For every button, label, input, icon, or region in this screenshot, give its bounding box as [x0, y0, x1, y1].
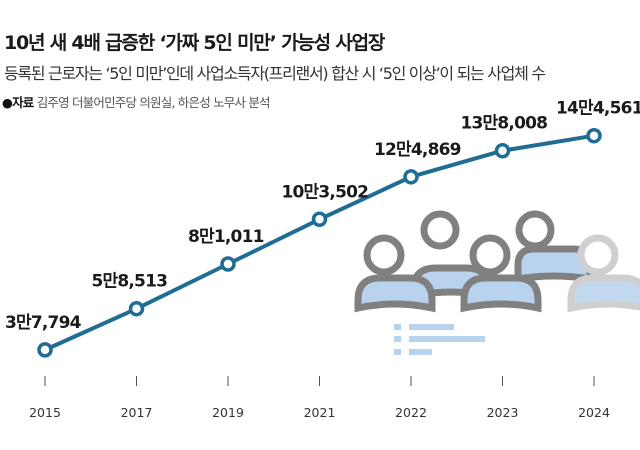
people-group-icon — [354, 210, 640, 355]
source-label: ●자료 — [2, 95, 34, 110]
person-icon — [354, 234, 436, 313]
x-tick-label: 2023 — [487, 405, 519, 420]
data-point — [128, 300, 145, 317]
data-point — [311, 211, 328, 228]
x-tick-label: 2015 — [29, 405, 61, 420]
data-point — [220, 256, 236, 272]
data-label: 3만7,794 — [5, 313, 82, 333]
series-line — [44, 133, 595, 352]
x-tick-label: 2024 — [578, 405, 610, 420]
data-point — [494, 142, 511, 159]
list-icon — [394, 324, 485, 355]
data-label: 14만4,561곳 — [556, 99, 640, 119]
x-tick-label: 2017 — [121, 405, 153, 420]
person-icon-faded — [567, 234, 640, 313]
x-tick-label: 2022 — [395, 405, 427, 420]
data-label: 13만8,008 — [461, 114, 548, 134]
data-point — [37, 342, 53, 358]
source-text: 김주영 더불어민주당 의원실, 하은성 노무사 분석 — [36, 95, 271, 110]
data-label: 8만1,011 — [188, 227, 264, 247]
data-label: 5만8,513 — [92, 272, 168, 292]
source-note: ●자료 김주영 더불어민주당 의원실, 하은성 노무사 분석 — [2, 92, 271, 111]
person-icon — [514, 210, 594, 284]
x-tick-label: 2019 — [212, 405, 244, 420]
person-icon — [460, 234, 542, 313]
x-tick-label: 2021 — [304, 405, 336, 420]
data-label: 12만4,869 — [374, 140, 461, 160]
data-point — [403, 169, 419, 185]
data-point — [586, 127, 602, 144]
data-label: 10만3,502 — [282, 182, 369, 202]
chart-subtitle: 등록된 근로자는 ‘5인 미만’인데 사업소득자(프리랜서) 합산 시 ‘5인 … — [4, 64, 546, 83]
chart-title: 10년 새 4배 급증한 ‘가짜 5인 미만’ 가능성 사업장 — [4, 32, 385, 54]
